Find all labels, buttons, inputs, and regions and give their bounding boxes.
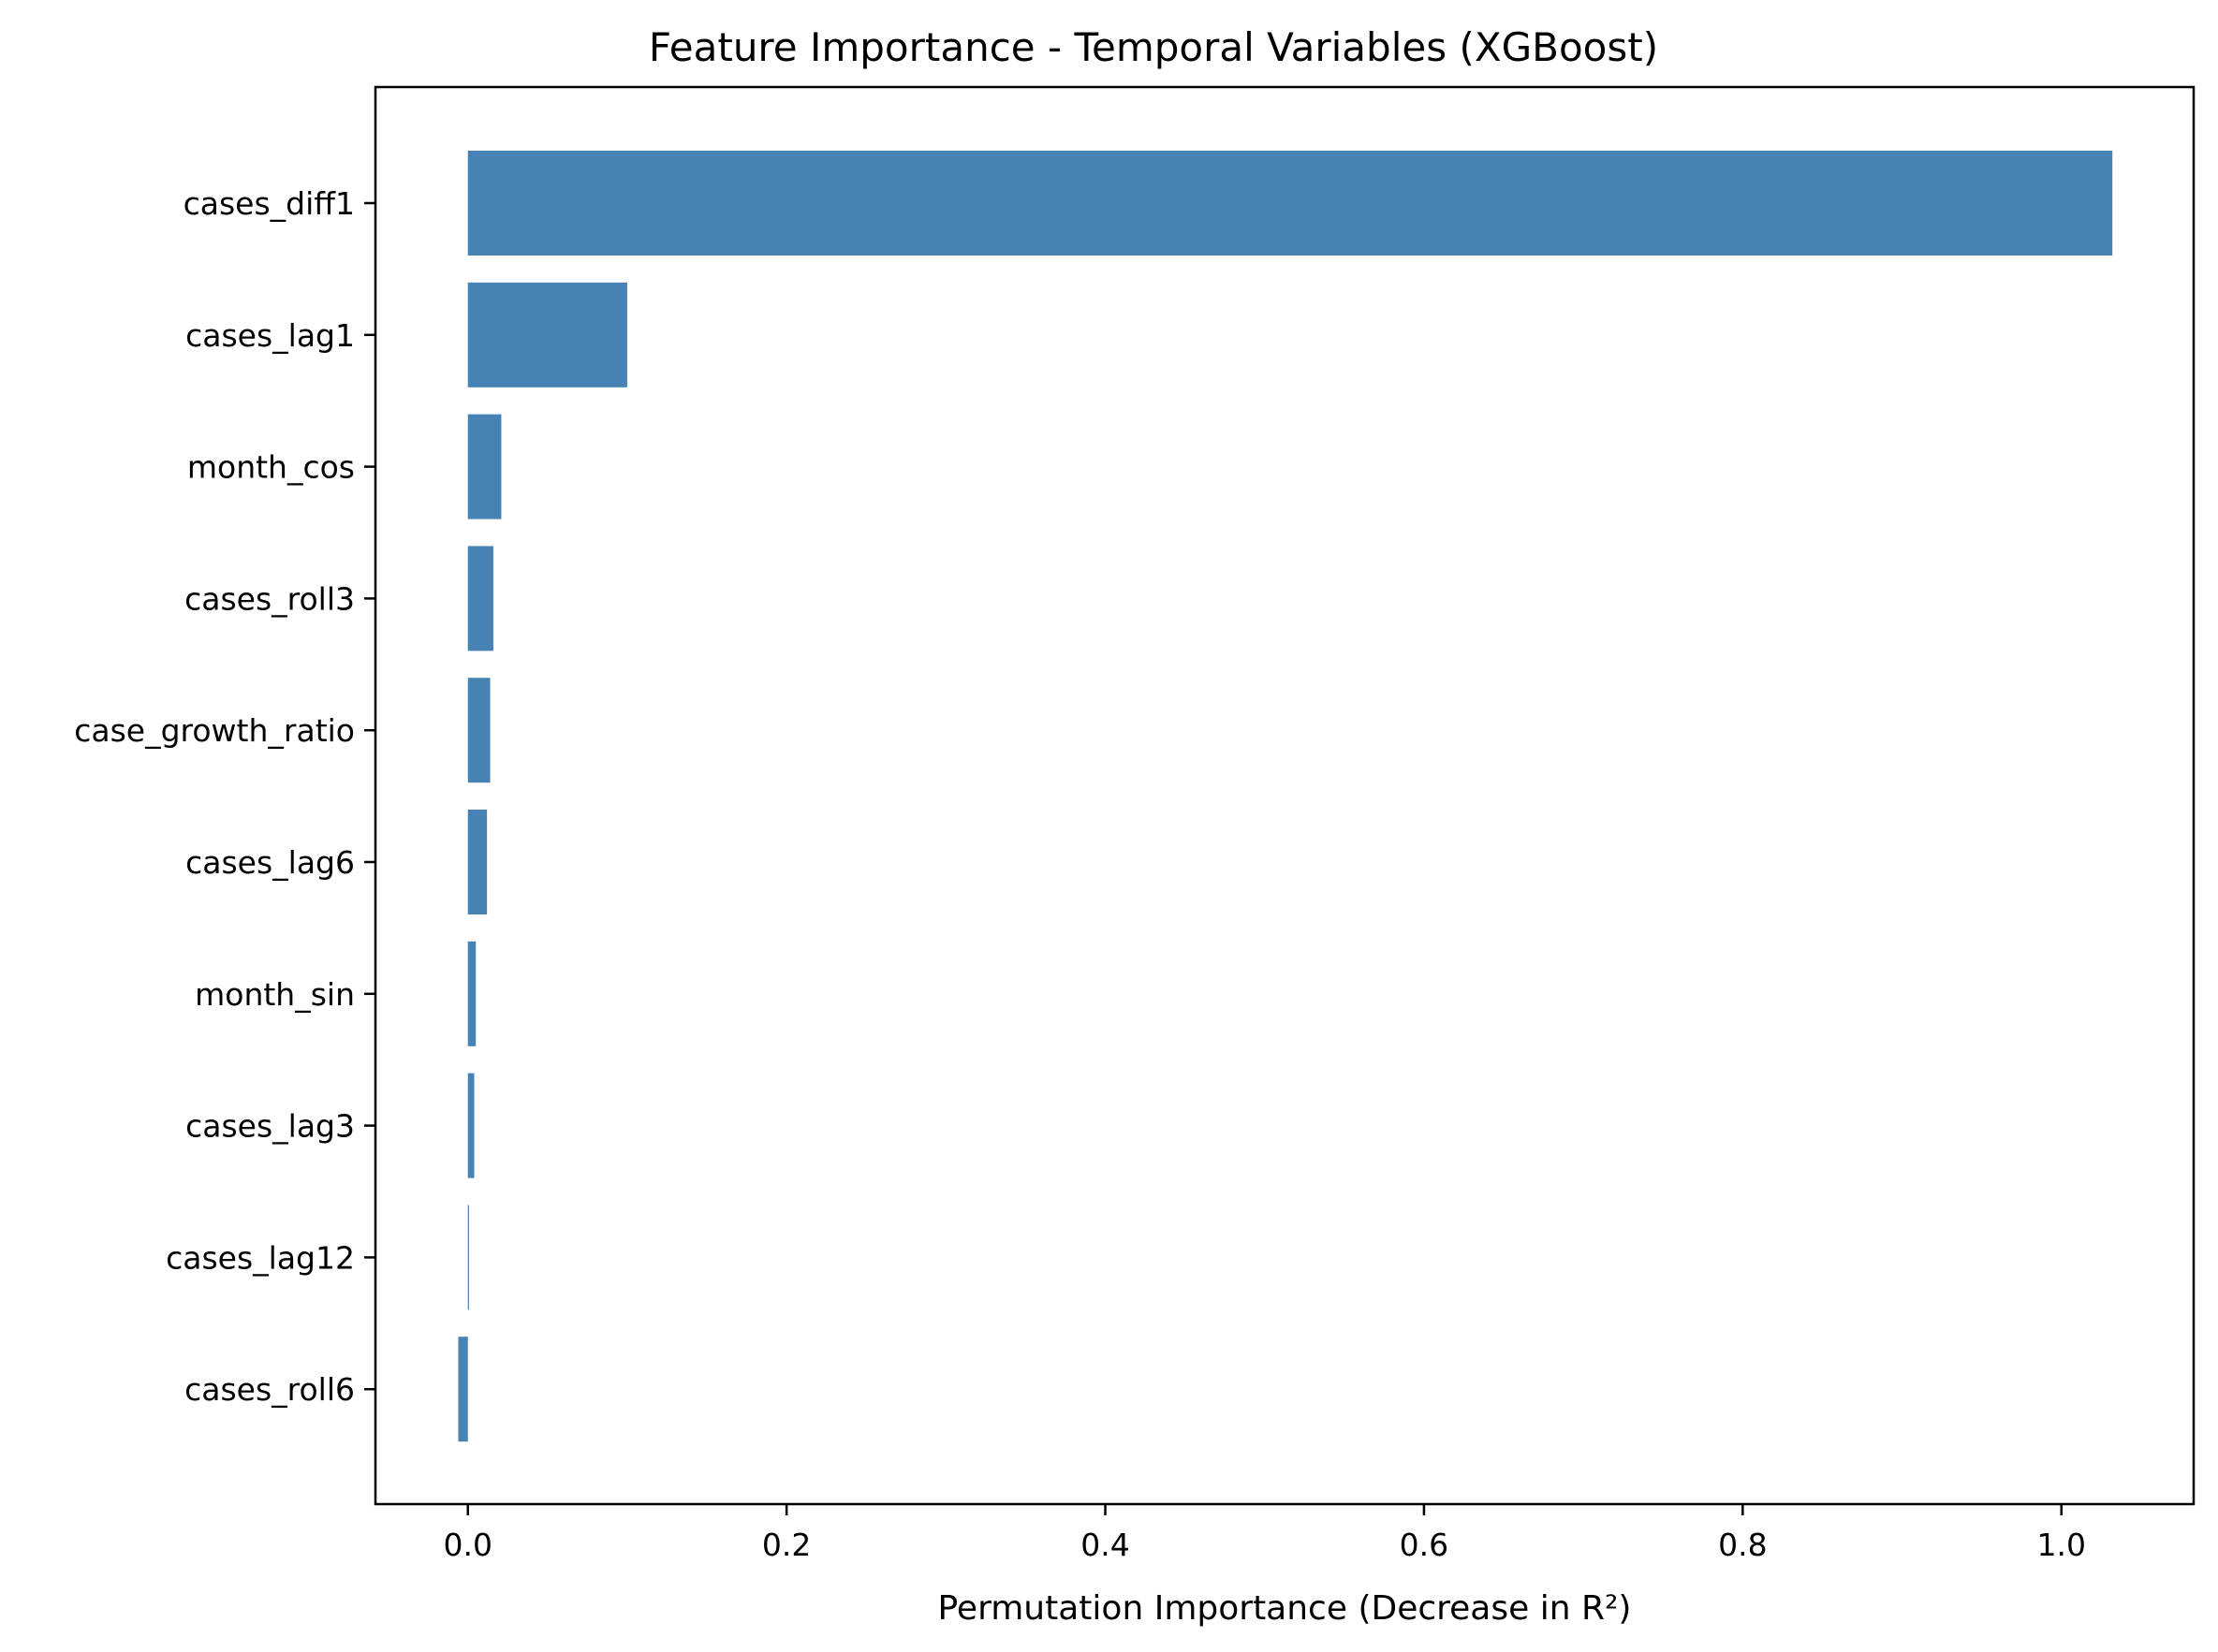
bar-cases-roll3	[467, 546, 493, 651]
bar-cases-lag12	[467, 1205, 469, 1310]
bar-cases-lag1	[467, 282, 627, 387]
y-tick-label: cases_diff1	[184, 185, 355, 222]
y-tick-label: case_growth_ratio	[74, 712, 355, 749]
y-tick-label: cases_lag12	[166, 1239, 355, 1276]
x-axis-ticks: 0.0 0.2 0.4 0.6 0.8 1.0	[443, 1504, 2086, 1563]
y-tick-label: month_sin	[195, 976, 355, 1013]
bar-month-cos	[467, 414, 502, 519]
y-tick-label: cases_lag3	[185, 1108, 355, 1145]
x-tick-label: 0.4	[1080, 1527, 1129, 1563]
x-tick-label: 0.2	[762, 1527, 811, 1563]
bar-cases-diff1	[467, 151, 2113, 256]
y-tick-label: cases_roll6	[184, 1371, 355, 1408]
x-tick-label: 1.0	[2036, 1527, 2085, 1563]
y-tick-label: month_cos	[187, 449, 355, 486]
x-tick-label: 0.0	[443, 1527, 492, 1563]
x-tick-label: 0.8	[1718, 1527, 1767, 1563]
bar-case-growth-ratio	[467, 678, 491, 783]
x-axis-label: Permutation Importance (Decrease in R²)	[938, 1589, 1632, 1628]
y-axis-ticks: cases_diff1 cases_lag1 month_cos cases_roll…	[74, 185, 375, 1408]
bar-series	[458, 151, 2113, 1442]
bar-cases-roll6	[458, 1337, 468, 1442]
y-tick-label: cases_lag1	[185, 317, 355, 354]
chart-title: Feature Importance - Temporal Variables …	[649, 24, 1658, 70]
y-tick-label: cases_lag6	[185, 844, 355, 881]
plot-frame	[374, 85, 2196, 1506]
y-tick-label: cases_roll3	[184, 580, 355, 617]
bar-month-sin	[467, 941, 477, 1046]
bar-cases-lag6	[467, 810, 488, 914]
bar-cases-lag3	[467, 1073, 475, 1178]
x-tick-label: 0.6	[1400, 1527, 1448, 1563]
